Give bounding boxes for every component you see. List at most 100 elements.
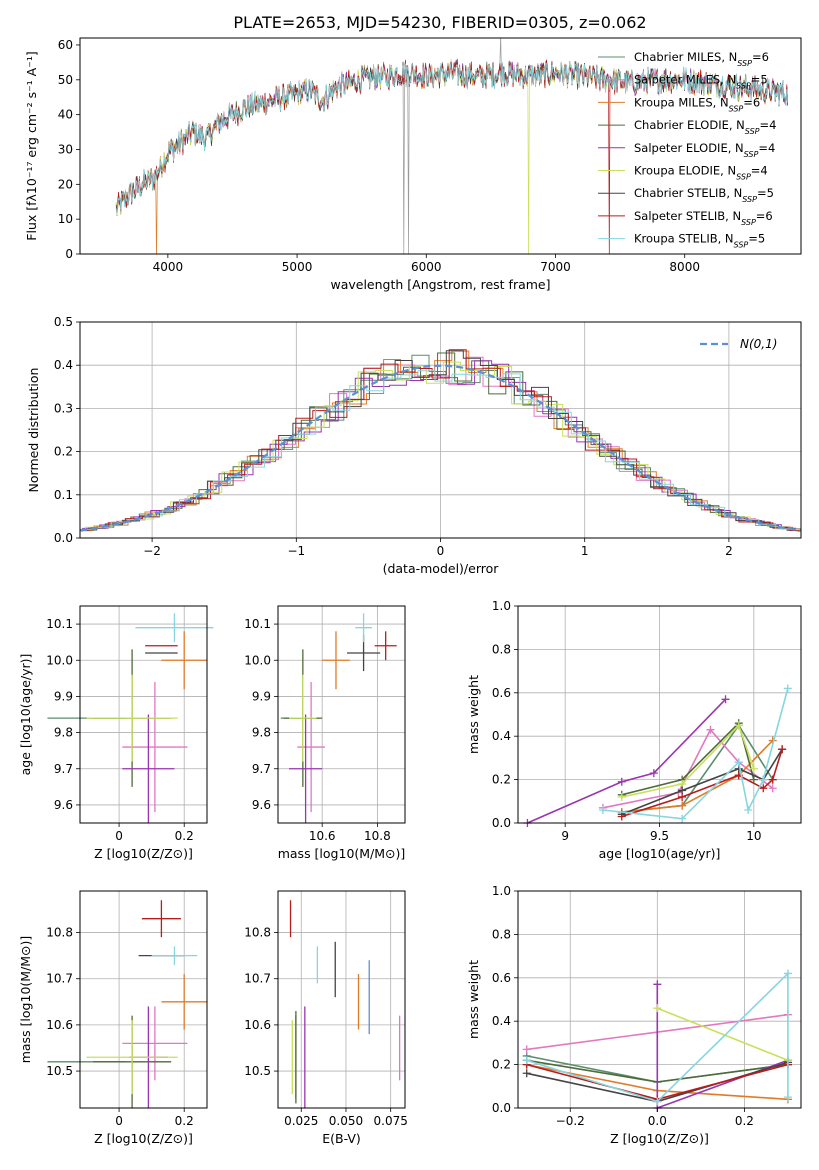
y-tick-label: 30 — [58, 142, 73, 156]
x-tick-label: 10.8 — [364, 829, 391, 843]
mass-weight-point — [783, 684, 792, 693]
y-tick-label: 10.0 — [244, 653, 271, 667]
residual-histogram — [80, 361, 801, 532]
y-tick-label: 10.7 — [46, 972, 73, 986]
mass-weight-point — [768, 775, 777, 784]
x-tick-label: 0.2 — [735, 1114, 754, 1128]
x-axis-label: age [log10(age/yr)] — [599, 846, 721, 861]
y-tick-label: 0.4 — [492, 1014, 511, 1028]
model-spectrum-line — [115, 61, 788, 214]
legend-entry: Kroupa STELIB, NSSP=5 — [634, 232, 765, 250]
y-tick-label: 0.2 — [492, 773, 511, 787]
y-tick-label: 0.6 — [492, 971, 511, 985]
mass-weight-point — [617, 812, 626, 821]
plot-layer: 4000 5000 6000 7000 80000102030405060wavelen… — [18, 37, 802, 1146]
mass-weight-point — [749, 775, 758, 784]
x-axis-label: wavelength [Angstrom, rest frame] — [330, 277, 550, 292]
y-tick-label: 10.1 — [244, 617, 271, 631]
x-tick-label: 0.025 — [284, 1114, 318, 1128]
y-tick-label: 9.8 — [54, 726, 73, 740]
y-tick-label: 10.1 — [46, 617, 73, 631]
y-tick-label: 10 — [58, 212, 73, 226]
x-axis-label: Z [log10(Z/Z⊙)] — [94, 1131, 193, 1146]
legend-entry: Chabrier ELODIE, NSSP=4 — [634, 118, 776, 136]
legend-entry: Chabrier MILES, NSSP=6 — [634, 50, 769, 68]
mass-weight-point — [734, 721, 743, 730]
legend-entry-normal: N(0,1) — [740, 337, 777, 351]
mass-weight-point — [617, 792, 626, 801]
residual-histogram — [80, 370, 801, 531]
y-tick-label: 9.7 — [252, 762, 271, 776]
mass-weight-line — [621, 748, 783, 818]
plot-area-mass-vs-Z — [47, 900, 207, 1108]
y-tick-label: 10.8 — [46, 926, 73, 940]
y-tick-label: 10.0 — [46, 653, 73, 667]
x-tick-label: 0.075 — [374, 1114, 408, 1128]
x-tick-label: 0 — [115, 829, 123, 843]
x-axis-label: Z [log10(Z/Z⊙)] — [610, 1131, 709, 1146]
x-tick-label: 10 — [746, 829, 761, 843]
axes-frame — [79, 37, 802, 255]
panel-residuals: −2 −1 0 1 2 0.0 0.1 0.2 0.3 0.4 0.5 (data-model)/er… — [26, 315, 802, 576]
x-tick-label: 0.050 — [329, 1114, 363, 1128]
y-tick-label: 9.8 — [252, 726, 271, 740]
mass-weight-line — [527, 698, 727, 824]
mass-weight-point — [678, 792, 687, 801]
panel-spectrum: 4000 5000 6000 7000 8000 0 10 20 30 40 50 60 wavelen… — [24, 37, 802, 292]
y-tick-label: 0.6 — [492, 686, 511, 700]
y-tick-label: 40 — [58, 108, 73, 122]
y-tick-label: 10.5 — [244, 1064, 271, 1078]
mass-weight-point — [759, 784, 768, 793]
spectrum-legend: Chabrier MILES, NSSP=6 Salpeter MILES, NS… — [598, 50, 776, 249]
y-tick-label: 0.2 — [54, 445, 73, 459]
x-tick-label: 8000 — [669, 260, 700, 274]
x-axis-label: mass [log10(M/M⊙)] — [278, 846, 406, 861]
y-axis-label: mass [log10(M/M⊙)] — [18, 936, 33, 1064]
panel-weight-vs-age: 9 9.5 10 0.0 0.2 0.4 0.6 0.8 1.0 age [log10(age/y… — [466, 599, 802, 861]
x-tick-label: −1 — [287, 544, 305, 558]
mass-weight-point — [749, 764, 758, 773]
y-tick-label: 9.6 — [54, 798, 73, 812]
legend-entry: Chabrier STELIB, NSSP=5 — [634, 186, 774, 204]
mass-weight-line — [621, 723, 755, 798]
y-tick-label: 50 — [58, 73, 73, 87]
axes-frame — [277, 605, 406, 824]
y-tick-label: 9.7 — [54, 762, 73, 776]
plot-area-residuals — [79, 349, 802, 532]
y-tick-label: 0.4 — [54, 358, 73, 372]
residual-histogram — [80, 349, 801, 531]
y-tick-label: 9.9 — [252, 689, 271, 703]
legend-entry: Kroupa ELODIE, NSSP=4 — [634, 164, 768, 182]
mass-weight-point — [721, 695, 730, 704]
x-tick-label: 4000 — [153, 260, 184, 274]
y-tick-label: 10.6 — [244, 1018, 271, 1032]
x-tick-label: −0.2 — [556, 1114, 585, 1128]
y-axis-label: mass weight — [466, 960, 481, 1039]
x-tick-label: 7000 — [540, 260, 571, 274]
mass-weight-point — [678, 801, 687, 810]
panel-age-vs-Z: 0 0.2 9.6 9.7 9.8 9.9 10.0 10.1 Z [log10(Z/Z⊙)] a… — [18, 605, 214, 861]
panel-weight-vs-Z: −0.2 0.0 0.2 0.0 0.2 0.4 0.6 0.8 1.0 Z [log10(Z/Z… — [466, 884, 802, 1146]
x-tick-label: 2 — [725, 544, 733, 558]
x-tick-label: 0.0 — [648, 1114, 667, 1128]
mass-weight-line — [621, 721, 755, 796]
mass-weight-point — [783, 1093, 792, 1102]
mass-weight-line — [602, 688, 789, 820]
x-tick-label: 0.2 — [175, 1114, 194, 1128]
y-tick-label: 0.8 — [492, 642, 511, 656]
y-tick-label: 0.0 — [492, 1101, 511, 1115]
plot-area-weight-vs-Z — [522, 969, 792, 1112]
mass-weight-point — [678, 814, 687, 823]
y-tick-label: 10.5 — [46, 1064, 73, 1078]
y-tick-label: 0.0 — [492, 816, 511, 830]
y-tick-label: 20 — [58, 177, 73, 191]
mass-weight-point — [522, 1069, 531, 1078]
y-tick-label: 1.0 — [492, 599, 511, 613]
mass-weight-point — [744, 805, 753, 814]
mass-weight-point — [649, 769, 658, 778]
y-tick-label: 1.0 — [492, 884, 511, 898]
legend-entry: Salpeter STELIB, NSSP=6 — [634, 209, 773, 227]
x-tick-label: 5000 — [282, 260, 313, 274]
y-axis-label: Flux [fλ10⁻¹⁷ erg cm⁻² s⁻¹ A⁻¹] — [24, 51, 39, 240]
